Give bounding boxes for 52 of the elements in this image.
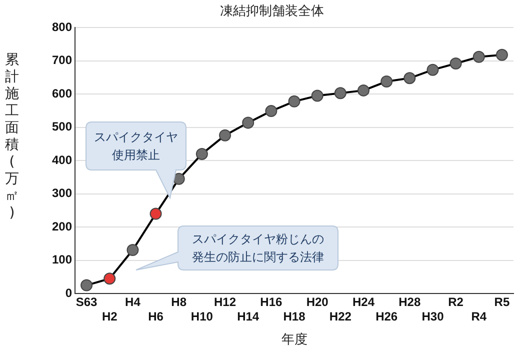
y-tick-label: 700 — [52, 53, 72, 68]
y-tick-label: 500 — [52, 120, 72, 134]
x-axis-title: 年度 — [281, 332, 308, 348]
point — [265, 105, 278, 118]
x-tick-label: R2 — [448, 295, 464, 310]
x-tick-label: H30 — [422, 310, 444, 324]
x-tick-label: H20 — [306, 295, 329, 310]
x-tick-label: S63 — [76, 295, 98, 310]
point — [496, 48, 508, 61]
point — [126, 244, 139, 256]
x-tick-label: H18 — [283, 310, 306, 324]
point — [80, 279, 93, 292]
point — [104, 272, 116, 285]
y-tick-label: 400 — [52, 152, 72, 167]
x-tick-label: H6 — [148, 310, 164, 324]
x-tick-label: H12 — [214, 295, 236, 310]
point — [380, 75, 393, 88]
x-tick-label: H26 — [376, 310, 398, 324]
x-tick-label: H10 — [190, 310, 214, 324]
point — [288, 95, 300, 108]
x-tick-label: H14 — [237, 310, 260, 324]
point — [334, 87, 346, 100]
point — [404, 72, 416, 84]
point — [219, 129, 232, 142]
x-tick-label: H4 — [125, 295, 141, 310]
x-tick-label: H16 — [260, 295, 283, 310]
point — [472, 50, 485, 63]
x-tick-label: H2 — [102, 310, 118, 324]
x-tick-label: H24 — [352, 295, 375, 310]
point — [150, 208, 162, 220]
chart-title: 凍結抑制舗装全体 — [220, 4, 324, 20]
annotation: スパイクタイヤ使用禁止 — [94, 129, 178, 164]
y-tick-label: 600 — [52, 86, 72, 100]
x-tick-label: R5 — [494, 295, 510, 310]
point — [357, 84, 370, 96]
point — [450, 58, 462, 70]
x-tick-label: H28 — [398, 295, 421, 310]
point — [426, 64, 439, 76]
point — [196, 148, 208, 160]
y-tick-label: 0 — [65, 286, 72, 300]
y-tick-label: 100 — [52, 252, 72, 267]
annotation: スパイクタイヤ粉じんの発生の防止に関する法律 — [192, 231, 324, 266]
point — [242, 116, 254, 129]
point — [311, 90, 324, 102]
x-tick-label: H22 — [329, 310, 352, 324]
x-tick-label: H8 — [171, 295, 187, 310]
text: 累計施工面積(万㎡) — [5, 52, 19, 221]
y-tick-label: 800 — [52, 20, 72, 34]
x-tick-label: R4 — [471, 310, 487, 324]
point — [172, 172, 185, 185]
y-tick-label: 300 — [52, 186, 72, 200]
y-tick-label: 200 — [52, 219, 72, 234]
